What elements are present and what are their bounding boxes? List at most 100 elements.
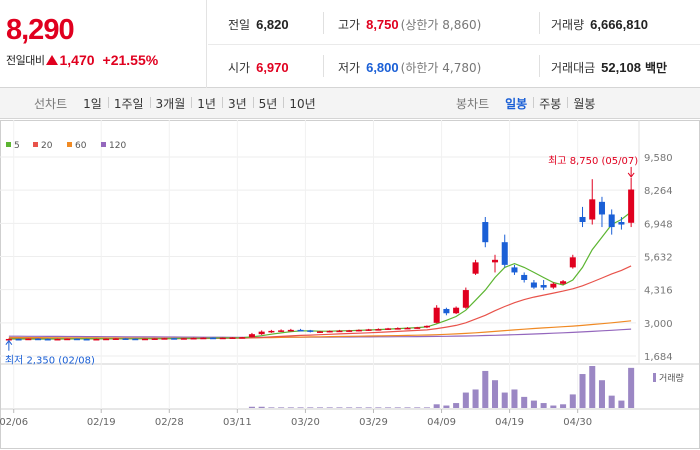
candle-body (326, 330, 333, 333)
quote-divider-horizontal (208, 44, 700, 45)
ma-line-60 (8, 320, 632, 339)
volume-bar (608, 395, 615, 408)
candle-body (229, 337, 236, 339)
candle (608, 209, 615, 235)
candle (628, 177, 635, 228)
volume-bar (462, 392, 469, 408)
candle (598, 196, 605, 228)
candle (93, 338, 100, 341)
line-period-tab-4[interactable]: 3년 (221, 95, 253, 112)
volume-bar (579, 374, 586, 408)
volume-bar (414, 407, 421, 408)
legend-swatch-120 (101, 142, 106, 147)
candle (394, 327, 401, 330)
high-value: 8,750 (366, 17, 399, 32)
volume-bar (540, 403, 547, 408)
x-tick-label: 03/20 (291, 417, 320, 428)
candle-period-tab-2[interactable]: 월봉 (567, 95, 601, 112)
x-tick-label: 04/09 (427, 417, 456, 428)
candle (112, 338, 119, 340)
line-period-tab-6[interactable]: 10년 (283, 95, 321, 112)
candle-body (540, 285, 547, 288)
volume-bar (326, 407, 333, 408)
y-tick-label: 3,000 (644, 319, 673, 330)
candlestick-chart[interactable]: 9,580 8,264 6,948 5,632 4,316 3,000 1,684 02/06… (0, 120, 700, 450)
candle-body (550, 283, 557, 288)
candle-body (394, 328, 401, 330)
candle (278, 329, 285, 332)
candle-period-tab-1[interactable]: 주봉 (533, 95, 567, 112)
candle (287, 328, 294, 332)
candle-body (423, 325, 430, 328)
candle-body (355, 329, 362, 332)
quote-divider (323, 55, 324, 77)
volume-bar (404, 407, 411, 408)
candle-body (560, 281, 567, 284)
candle-body (307, 330, 314, 332)
ma-line-120 (8, 328, 632, 338)
quote-divider (323, 12, 324, 34)
volume-bar (433, 404, 440, 408)
line-chart-title: 선차트 (34, 97, 68, 111)
candle-body (258, 331, 265, 335)
volume-legend-label: 거래량 (659, 372, 684, 384)
volume-bar (569, 394, 576, 408)
candle (550, 282, 557, 289)
volume-bar (336, 407, 343, 408)
candle-body (492, 259, 499, 263)
amount-value: 52,108 (601, 60, 641, 75)
line-period-tab-2[interactable]: 3개월 (149, 95, 192, 112)
candle (355, 329, 362, 332)
x-tick-label: 03/29 (359, 417, 388, 428)
stock-chart[interactable]: 9,580 8,264 6,948 5,632 4,316 3,000 1,684 02/06… (0, 120, 700, 450)
candle-body (35, 338, 42, 341)
volume-value: 6,666,810 (590, 17, 648, 32)
amount-label: 거래대금 (551, 61, 596, 75)
line-period-tab-1[interactable]: 1주일 (107, 95, 150, 112)
line-period-tab-0[interactable]: 1일 (83, 97, 102, 111)
quote-panel: 8,290 전일대비 1,470 +21.55% 전일 6,820 고가 8,7… (0, 0, 700, 88)
prev-close: 전일 6,820 (228, 16, 289, 33)
candle (462, 287, 469, 309)
quote-divider (539, 55, 540, 77)
candle-body (151, 338, 158, 340)
volume-bar (521, 396, 528, 408)
candle (210, 337, 217, 340)
volume-bar (365, 407, 372, 408)
open-value: 6,970 (256, 60, 289, 75)
candle-body (404, 327, 411, 330)
volume-bar (511, 389, 518, 408)
high-arrow-icon (627, 172, 635, 178)
current-price: 8,290 (6, 14, 75, 46)
volume-bar (423, 407, 430, 408)
candle-body (200, 337, 207, 340)
candle (171, 337, 178, 340)
candle (141, 338, 148, 341)
x-tick-label: 03/11 (223, 417, 252, 428)
line-chart-tabs: 선차트 1일 1주일 3개월 1년 3년 5년 10년 (34, 88, 322, 119)
candle (433, 305, 440, 324)
candle-body (132, 338, 139, 341)
current-price-block: 8,290 전일대비 1,470 +21.55% (0, 0, 207, 88)
candle-period-tab-0[interactable]: 일봉 (505, 97, 528, 111)
line-period-tab-3[interactable]: 1년 (191, 95, 222, 112)
candle (54, 338, 61, 341)
open-label: 시가 (228, 61, 251, 75)
y-tick-label: 4,316 (644, 286, 673, 297)
low-arrow-icon (5, 339, 13, 346)
candle-body (210, 337, 217, 340)
candle (569, 254, 576, 269)
candle-body (569, 257, 576, 268)
candle (530, 279, 537, 289)
open-price: 시가 6,970 (228, 59, 289, 76)
candle-body (336, 330, 343, 333)
volume-bar (355, 407, 362, 408)
candle (219, 337, 226, 340)
candle (229, 337, 236, 339)
line-period-tab-5[interactable]: 5년 (252, 95, 284, 112)
candle (482, 216, 489, 248)
volume: 거래량 6,666,810 (551, 16, 648, 33)
candle (268, 329, 275, 333)
legend-swatch-5 (6, 142, 11, 147)
legend-label-5: 5 (14, 141, 20, 151)
